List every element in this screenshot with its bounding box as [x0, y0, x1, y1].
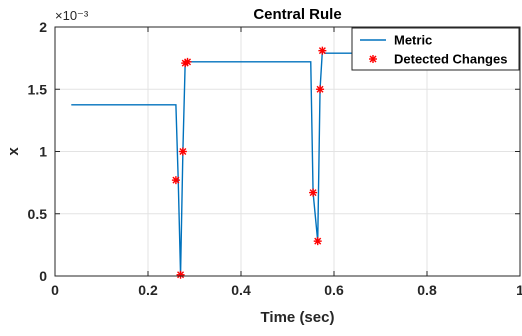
x-tick-label: 0.2 — [138, 282, 158, 298]
detected-change-point — [176, 270, 185, 279]
chart-title: Central Rule — [253, 6, 341, 23]
x-tick-label: 0.6 — [324, 282, 344, 298]
x-tick-label: 1 — [516, 282, 522, 298]
tick-layer: 0 0.2 0.4 0.6 0.8 1 0 0.5 1 1.5 2 — [28, 19, 522, 298]
marker-stroke — [179, 148, 187, 155]
y-tick-label: 1.5 — [28, 81, 48, 97]
y-tick-label: 2 — [39, 19, 47, 35]
y-axis-label: x — [5, 147, 22, 156]
x-tick-label: 0.4 — [231, 282, 251, 298]
y-exponent-label: ×10⁻³ — [55, 8, 89, 23]
marker-stroke — [369, 55, 377, 63]
y-tick-label: 0.5 — [28, 206, 48, 222]
legend-label: Detected Changes — [394, 52, 507, 67]
detected-change-point — [316, 85, 325, 94]
legend: Metric Detected Changes — [351, 27, 520, 71]
x-tick-label: 0 — [51, 282, 59, 298]
detected-change-point — [183, 57, 192, 66]
marker-stroke — [316, 85, 324, 93]
detected-change-point — [178, 147, 187, 156]
legend-label: Metric — [394, 33, 432, 48]
legend-detected-swatch — [369, 55, 377, 63]
series-layer — [71, 46, 520, 279]
marker-stroke — [177, 271, 185, 279]
marker-stroke — [309, 189, 317, 197]
detected-change-point — [171, 176, 180, 185]
detected-change-point — [309, 188, 318, 197]
x-axis-label: Time (sec) — [261, 309, 335, 326]
detected-change-point — [318, 46, 327, 55]
legend-box — [351, 27, 520, 71]
y-tick-label: 1 — [39, 144, 47, 160]
y-tick-label: 0 — [39, 268, 47, 284]
marker-stroke — [184, 58, 192, 66]
detected-change-point — [313, 237, 322, 246]
marker-stroke — [314, 237, 322, 245]
marker-stroke — [318, 47, 326, 55]
marker-stroke — [172, 176, 180, 184]
x-tick-label: 0.8 — [417, 282, 437, 298]
